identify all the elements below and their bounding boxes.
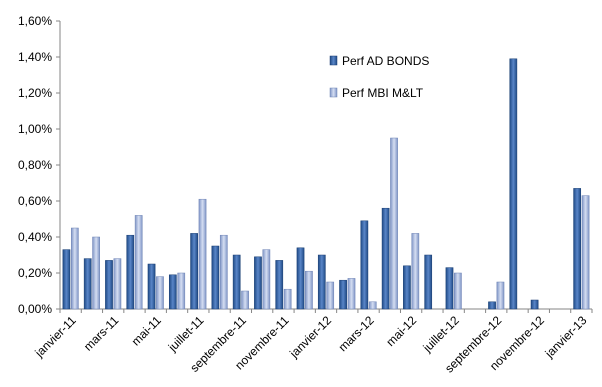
bar-mbi-mlt-févr-11	[92, 236, 100, 310]
bar-mbi-mlt-mars-11	[113, 258, 122, 310]
bar-ad-bonds-sept-12	[488, 301, 496, 310]
legend-label: Perf AD BONDS	[342, 54, 429, 68]
bar-mbi-mlt-juin-11	[177, 272, 186, 310]
bar-mbi-mlt-août-11	[219, 234, 228, 310]
legend-swatch	[329, 87, 338, 98]
x-tick-label: janvier-12	[286, 313, 334, 361]
bar-mbi-mlt-févr-12	[347, 278, 356, 310]
bar-ad-bonds-mars-11	[105, 260, 113, 310]
y-tick-label: 1,00%	[18, 122, 52, 136]
bar-mbi-mlt-juil-11	[198, 198, 207, 310]
y-tick-label: 0,40%	[18, 230, 52, 244]
bar-mbi-mlt-juil-12	[454, 272, 462, 310]
x-tick-label: mars-11	[81, 313, 122, 354]
bar-mbi-mlt-nov-11	[283, 288, 292, 310]
bar-ad-bonds-févr-12	[339, 279, 347, 310]
bar-mbi-mlt-oct-11	[262, 249, 271, 310]
legend-label: Perf MBI M&LT	[342, 86, 424, 100]
x-tick-label: janvier-11	[32, 313, 79, 360]
bar-mbi-mlt-janv-12	[326, 281, 335, 310]
y-tick-label: 1,40%	[18, 50, 52, 64]
x-tick-labels: janvier-11 mars-11 mai-11 juillet-11septemb…	[32, 313, 590, 375]
bar-ad-bonds-déc-11	[296, 247, 305, 310]
x-tick-label: janvier-13	[542, 313, 590, 361]
x-tick-label: mars-12	[336, 313, 377, 354]
bar-ad-bonds-févr-11	[83, 258, 92, 310]
y-tick-label: 1,20%	[18, 86, 52, 100]
bar-ad-bonds-avr-11	[126, 234, 135, 310]
y-tick-labels: 0,00% 0,20% 0,40% 0,60% 0,80% 1,00% 1,20% 1,40%…	[18, 14, 52, 316]
bar-ad-bonds-mai-12	[403, 265, 411, 310]
bar-ad-bonds-janv-12	[317, 254, 326, 310]
bar-mbi-mlt-mai-11	[156, 276, 164, 310]
bar-ad-bonds-janv-13	[573, 188, 582, 310]
bar-ad-bonds-avr-12	[381, 207, 390, 310]
bar-mbi-mlt-déc-11	[305, 270, 313, 310]
x-tick-label: juillet-11	[165, 313, 207, 355]
y-tick-label: 0,00%	[18, 302, 52, 316]
bar-ad-bonds-juil-12	[445, 267, 454, 310]
bar-ad-bonds-janv-11	[62, 249, 71, 310]
bar-ad-bonds-mars-12	[360, 220, 369, 310]
bar-mbi-mlt-mai-12	[411, 233, 420, 310]
bar-ad-bonds-août-11	[211, 245, 220, 310]
bar-ad-bonds-sept-11	[232, 254, 241, 310]
y-tick-label: 1,60%	[18, 14, 52, 28]
bar-ad-bonds-juin-11	[168, 274, 177, 310]
bar-mbi-mlt-avr-11	[134, 215, 143, 310]
bar-mbi-mlt-janv-13	[581, 195, 590, 310]
y-tick-label: 0,60%	[18, 194, 52, 208]
bar-mbi-mlt-sept-11	[241, 290, 249, 310]
y-tick-label: 0,20%	[18, 266, 52, 280]
legend: Perf AD BONDS Perf MBI M&LT	[329, 54, 429, 100]
bar-mbi-mlt-sept-12	[496, 281, 505, 310]
bar-mbi-mlt-janv-11	[70, 227, 79, 310]
bar-mbi-mlt-mars-12	[368, 301, 377, 310]
bar-ad-bonds-nov-11	[275, 260, 284, 310]
bars-group	[62, 58, 590, 310]
bar-ad-bonds-nov-12	[530, 299, 539, 310]
x-tick-label: mai-11	[129, 313, 164, 348]
bar-ad-bonds-oct-12	[509, 58, 518, 310]
bar-ad-bonds-juin-12	[424, 254, 433, 310]
x-tick-label: mai-12	[383, 313, 419, 349]
x-tick-label: juillet-12	[420, 313, 462, 355]
bar-ad-bonds-mai-11	[147, 263, 156, 310]
bar-ad-bonds-juil-11	[190, 233, 198, 310]
bar-mbi-mlt-avr-12	[390, 137, 398, 310]
legend-swatch	[329, 55, 338, 66]
y-tick-label: 0,80%	[18, 158, 52, 172]
bar-ad-bonds-oct-11	[254, 256, 262, 310]
